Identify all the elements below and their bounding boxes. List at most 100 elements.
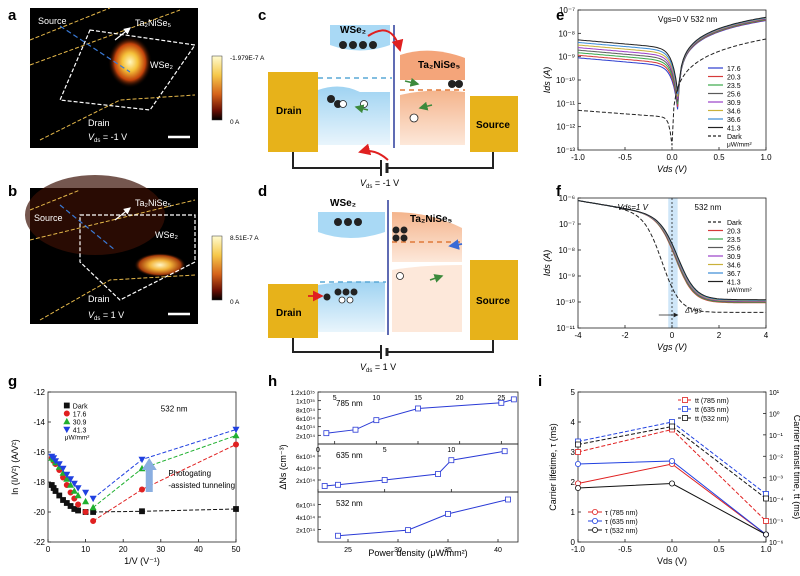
map-b-hotspot (134, 253, 186, 277)
chart-h-xtick-label: 40 (494, 547, 502, 554)
chart-i-line (577, 428, 767, 522)
chart-i-ytick-right-label: 10⁻⁵ (769, 519, 783, 526)
chart-i-ytick-label: 1 (571, 508, 576, 517)
colorbar-b (211, 235, 223, 301)
chart-i-point (763, 518, 769, 524)
d-drain-label: Drain (276, 308, 302, 319)
panel-label-a: a (8, 7, 17, 24)
chart-i-legend-label: τ (785 nm) (605, 510, 638, 517)
chart-f-series-line (577, 200, 766, 301)
chart-g-legend-unit: μW/mm² (65, 435, 91, 442)
chart-f-legend-label: 23.5 (727, 237, 741, 244)
chart-g-legend-marker (63, 426, 71, 434)
map-a-wse2-outline (59, 29, 197, 111)
panel-label-f: f (556, 183, 562, 200)
chart-g-point (82, 489, 90, 497)
chart-i-ytick-label: 2 (571, 478, 576, 487)
chart-g-xtick-label: 0 (46, 545, 51, 554)
chart-e-xtick-label: 1.0 (760, 153, 772, 162)
chart-e-series-line (577, 38, 767, 146)
chart-i-legend-label: tt (785 nm) (695, 398, 729, 405)
chart-i-ytick-label: 5 (571, 388, 576, 397)
chart-g-point (232, 426, 240, 434)
map-a-wse-label: WSe₂ (150, 60, 174, 70)
chart-e-legend-label: 30.9 (727, 100, 741, 107)
colorbar-b-bottom: 0 A (230, 299, 240, 306)
wse2-vb-c (318, 86, 390, 145)
chart-h-subplot-label: 635 nm (336, 451, 363, 460)
chart-f-ytick-label: 10⁻¹¹ (557, 324, 576, 333)
chart-i-ytick-label: 0 (571, 538, 576, 547)
chart-i-ytick-right-label: 10⁻¹ (769, 433, 783, 440)
chart-i-ytick-right-label: 10⁻⁶ (769, 540, 783, 547)
chart-f-xtick-label: 0 (670, 331, 675, 340)
map-a-drain-label: Drain (88, 118, 110, 128)
chart-e-xtick-label: -0.5 (618, 153, 632, 162)
chart-g-point (232, 431, 240, 439)
chart-f-ytick-label: 10⁻⁸ (559, 246, 576, 255)
chart-f-highlight-band (668, 198, 678, 328)
drain-electrode-d (268, 284, 318, 338)
chart-i-xtick-label: 1.0 (760, 545, 772, 554)
chart-i-point (575, 460, 582, 467)
wse2-vb-d (318, 281, 385, 332)
chart-g-point (60, 497, 66, 503)
colorbar-b-top: 8.51E-7 A (230, 235, 259, 242)
chart-f-delta-label: ΔVgs (684, 307, 702, 314)
d-wse-label: WSe₂ (330, 198, 356, 209)
chart-h-point (352, 426, 359, 433)
chart-h-subplot-label: 785 nm (336, 399, 363, 408)
chart-g-ytick-label: -18 (33, 478, 45, 487)
chart-g-point (232, 441, 239, 448)
chart-g-point (63, 471, 71, 479)
chart-h-xtick-label: 25 (497, 395, 505, 402)
chart-h-point (405, 527, 411, 534)
chart-g-point (55, 461, 63, 468)
chart-g-fit-line (92, 435, 237, 508)
chart-i-legend-marker (682, 406, 688, 412)
chart-g-point (59, 465, 67, 473)
panel-c-band-diagram: WSe₂ Ta₂NiSe₅ Drain Source Vds = -1 V (268, 25, 518, 190)
chart-h-ylabel: ΔNs (cm⁻³) (278, 444, 288, 489)
panel-a-photocurrent-map: Source Ta₂NiSe₅ WSe₂ Drain Vds = -1 V -1… (29, 7, 265, 148)
colorbar-a-top: -1.979E-7 A (230, 55, 265, 62)
chart-g-legend-label: 17.6 (73, 412, 87, 419)
chart-h-ytick-label: 1x10¹⁵ (296, 399, 315, 406)
colorbar-a (211, 55, 223, 121)
chart-f-legend-label: 20.3 (727, 229, 741, 236)
map-b-wse-label: WSe₂ (155, 230, 179, 240)
chart-g-point (56, 492, 63, 499)
chart-g-point (67, 476, 75, 483)
chart-f-xlabel: Vgs (V) (657, 342, 687, 352)
chart-g-xtick-label: 20 (119, 545, 128, 554)
chart-g-point (82, 508, 89, 515)
chart-h-xtick-label: 10 (372, 395, 380, 402)
chart-h-point (501, 448, 508, 455)
chart-h-xtick-label: 20 (456, 395, 464, 402)
chart-g-legend-marker (63, 402, 70, 409)
c-ta-label: Ta₂NiSe₅ (418, 60, 461, 71)
chart-e-legend-label: 34.6 (727, 109, 741, 116)
chart-h-ytick-label: 4x10¹⁴ (296, 515, 315, 522)
chart-g-point (89, 495, 97, 503)
chart-h-point (381, 477, 388, 483)
chart-h-ytick-label: 4x10¹⁴ (296, 466, 315, 473)
wse2-cb-d (318, 212, 385, 238)
chart-g-legend-label: 30.9 (73, 420, 87, 427)
chart-h-point (321, 483, 328, 489)
chart-g-point (82, 497, 90, 505)
chart-g-arrow-shaft (145, 470, 153, 492)
chart-h-point (505, 496, 511, 503)
chart-i-ytick-label: 4 (571, 418, 576, 427)
chart-h-xtick-label: 15 (414, 395, 422, 402)
chart-h-point (373, 417, 380, 424)
panel-label-c: c (258, 7, 266, 24)
chart-h-xtick-label: 25 (344, 547, 352, 554)
chart-h-xtick-label: 10 (447, 447, 455, 454)
chart-f-title: 532 nm (695, 203, 722, 212)
d-ta-label: Ta₂NiSe₅ (410, 214, 453, 225)
chart-g-point (89, 503, 97, 511)
chart-g-point (138, 456, 146, 464)
chart-g-ytick-label: -20 (33, 508, 45, 517)
chart-g-point (70, 487, 78, 494)
